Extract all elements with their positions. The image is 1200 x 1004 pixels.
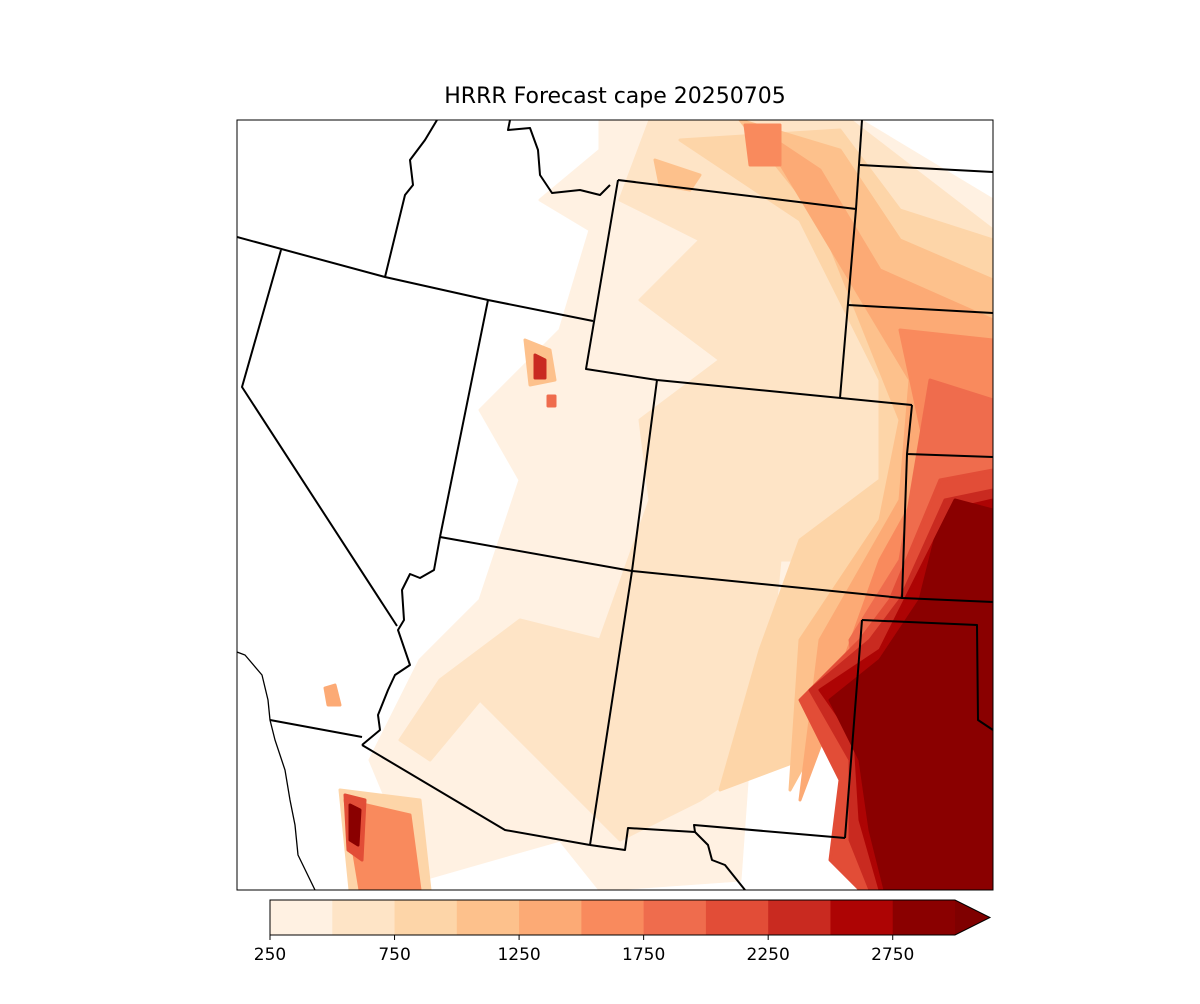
- colorbar-bin: [456, 900, 520, 935]
- coastline: [237, 651, 316, 890]
- cape-area: [348, 803, 362, 847]
- map-frame: [236, 119, 994, 891]
- colorbar-tick-label: 250: [254, 945, 286, 965]
- cape-area: [828, 498, 993, 890]
- colorbar-bin: [394, 900, 458, 935]
- colorbar-tick-label: 1750: [622, 945, 665, 965]
- state-border: [861, 619, 993, 731]
- state-border: [507, 120, 611, 196]
- colorbar-bin: [581, 900, 645, 935]
- colorbar-tick-label: 1250: [497, 945, 540, 965]
- colorbar-bin: [830, 900, 894, 935]
- state-border: [694, 831, 746, 890]
- colorbar-bin: [643, 900, 707, 935]
- colorbar-bin: [705, 900, 769, 935]
- state-border: [439, 299, 489, 538]
- colorbar: 250 750 1250 1750 2250 2750: [254, 899, 992, 965]
- state-border: [237, 236, 594, 322]
- state-border: [589, 824, 846, 851]
- state-border: [855, 120, 863, 210]
- cape-area: [743, 123, 782, 167]
- cape-area: [653, 158, 702, 192]
- state-border: [269, 719, 363, 738]
- colorbar-tick-label: 750: [378, 945, 410, 965]
- colorbar-bin: [768, 900, 831, 935]
- colorbar-bin: [892, 900, 956, 935]
- colorbar-extend: [955, 900, 990, 935]
- state-border: [439, 536, 633, 572]
- state-border: [241, 249, 398, 627]
- state-border: [847, 304, 993, 314]
- cape-area: [323, 683, 342, 707]
- colorbar-tick-label: 2250: [747, 945, 790, 965]
- colorbar-bin: [332, 900, 396, 935]
- state-border: [844, 619, 863, 839]
- state-border: [361, 744, 591, 846]
- cape-area: [533, 353, 547, 380]
- state-border: [585, 179, 913, 406]
- colorbar-tick-label: 2750: [871, 945, 914, 965]
- map-title: HRRR Forecast cape 20250705: [444, 84, 786, 109]
- cape-area: [546, 394, 557, 408]
- state-borders: [237, 120, 993, 890]
- colorbar-outline: [269, 899, 992, 936]
- cape-field: [323, 120, 993, 890]
- state-border: [859, 164, 993, 173]
- colorbar-bin: [270, 900, 333, 935]
- state-border: [384, 120, 438, 278]
- colorbar-bin: [519, 900, 582, 935]
- state-border: [631, 570, 903, 599]
- state-border: [361, 536, 441, 746]
- state-border: [589, 379, 658, 846]
